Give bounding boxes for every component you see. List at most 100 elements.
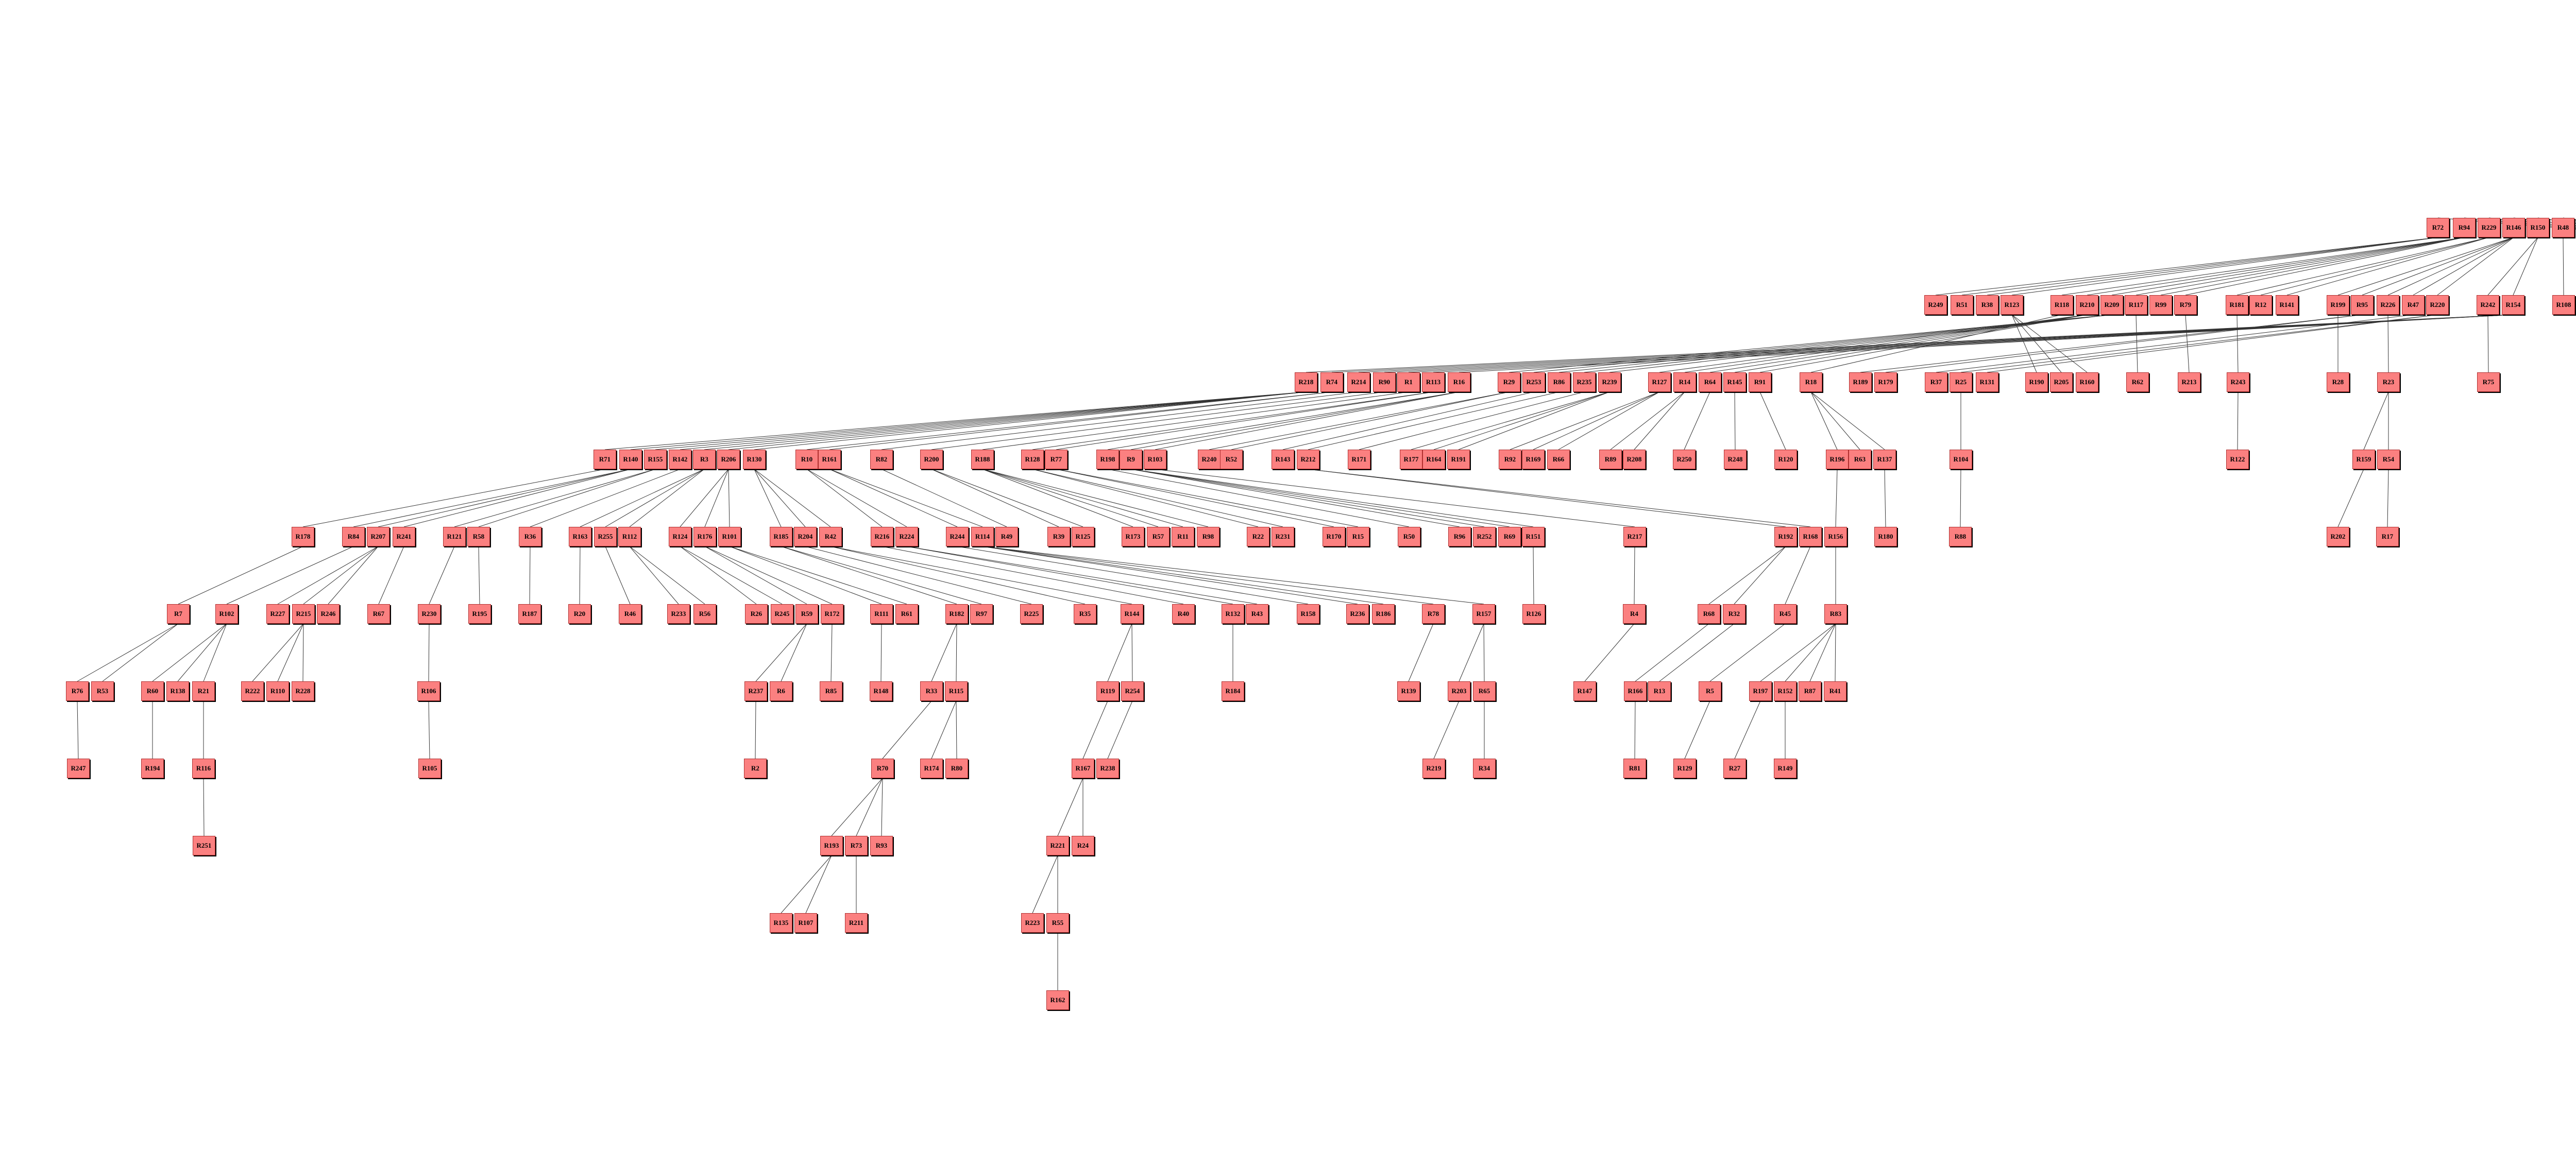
tree-node-R191: R191 [1447, 450, 1470, 469]
edge-R241-R67 [378, 546, 404, 605]
tree-node-R246: R246 [317, 604, 340, 624]
edge-R58-R195 [478, 546, 480, 605]
tree-node-R74: R74 [1320, 372, 1343, 392]
edge-R14-R208 [1634, 391, 1685, 450]
tree-node-R14: R14 [1673, 372, 1696, 392]
edge-R210-R145 [1734, 314, 2088, 373]
edge-R4-R147 [1584, 623, 1635, 682]
tree-node-R231: R231 [1272, 527, 1294, 546]
edge-R7-R53 [102, 623, 179, 682]
edge-R117-R62 [2136, 314, 2138, 373]
tree-node-R220: R220 [2426, 295, 2449, 315]
tree-node-R229: R229 [2478, 218, 2500, 237]
tree-node-R38: R38 [1976, 295, 1998, 315]
tree-node-R252: R252 [1473, 527, 1496, 546]
edge-R95-R189 [1860, 314, 2363, 373]
tree-node-R222: R222 [241, 681, 264, 701]
edge-R94-R118 [2061, 237, 2465, 296]
tree-node-R179: R179 [1874, 372, 1897, 392]
edge-R114-R186 [982, 546, 1384, 605]
tree-node-R61: R61 [895, 604, 918, 624]
tree-node-R160: R160 [2076, 372, 2098, 392]
tree-node-R143: R143 [1272, 450, 1294, 469]
tree-node-R91: R91 [1749, 372, 1771, 392]
edge-R146-R220 [2437, 237, 2514, 296]
edge-R70-R93 [881, 778, 883, 836]
tree-node-R35: R35 [1074, 604, 1096, 624]
edge-R119-R167 [1082, 700, 1108, 759]
edge-R83-R87 [1809, 623, 1836, 682]
tree-node-R166: R166 [1624, 681, 1647, 701]
edge-R121-R230 [429, 546, 455, 605]
tree-node-R181: R181 [2226, 295, 2248, 315]
edge-R128-R22 [1032, 469, 1259, 527]
edge-R144-R119 [1107, 623, 1132, 682]
tree-node-R138: R138 [166, 681, 189, 701]
tree-node-R163: R163 [569, 527, 591, 546]
edge-R29-R240 [1209, 391, 1510, 450]
tree-node-R206: R206 [717, 450, 740, 469]
edge-R70-R73 [856, 778, 883, 836]
edge-R127-R66 [1558, 391, 1660, 450]
edge-R193-R135 [781, 855, 832, 914]
edge-R111-R148 [880, 623, 882, 682]
tree-node-R12: R12 [2249, 295, 2272, 315]
edge-R23-R159 [2363, 391, 2389, 450]
edge-R127-R169 [1533, 391, 1660, 450]
tree-node-R197: R197 [1749, 681, 1772, 701]
tree-node-R39: R39 [1047, 527, 1070, 546]
edge-R94-R209 [2111, 237, 2465, 296]
edge-R16-R103 [1155, 391, 1460, 450]
tree-node-R81: R81 [1623, 759, 1646, 778]
tree-node-R82: R82 [870, 450, 893, 469]
edge-R161-R244 [829, 469, 958, 527]
tree-node-R139: R139 [1397, 681, 1420, 701]
edge-R229-R181 [2236, 237, 2489, 296]
tree-node-R1: R1 [1397, 372, 1420, 392]
edge-R124-R26 [680, 546, 757, 605]
tree-node-R219: R219 [1422, 759, 1445, 778]
tree-node-R157: R157 [1472, 604, 1495, 624]
tree-node-R235: R235 [1573, 372, 1596, 392]
edge-R48-R108 [2563, 237, 2564, 296]
tree-node-R200: R200 [920, 450, 943, 469]
edge-R9-R252 [1130, 469, 1485, 527]
edge-R45-R5 [1709, 623, 1786, 682]
tree-node-R170: R170 [1323, 527, 1345, 546]
tree-node-R93: R93 [870, 836, 893, 855]
tree-node-R172: R172 [821, 604, 843, 624]
edge-R3-R163 [580, 469, 705, 527]
edge-R188-R173 [982, 469, 1133, 527]
tree-node-R112: R112 [618, 527, 641, 546]
tree-node-R98: R98 [1197, 527, 1219, 546]
edge-R146-R95 [2362, 237, 2514, 296]
tree-node-R90: R90 [1373, 372, 1396, 392]
tree-node-R16: R16 [1448, 372, 1470, 392]
tree-node-R49: R49 [995, 527, 1018, 546]
edge-R54-R17 [2387, 469, 2389, 527]
tree-node-R89: R89 [1599, 450, 1622, 469]
edge-R94-R210 [2087, 237, 2465, 296]
tree-node-R29: R29 [1498, 372, 1520, 392]
edge-R103-R217 [1155, 469, 1635, 527]
edge-R29-R52 [1231, 391, 1510, 450]
edge-R182-R33 [931, 623, 957, 682]
edge-R18-R63 [1810, 391, 1860, 450]
tree-node-R15: R15 [1347, 527, 1369, 546]
edge-R5-R129 [1684, 700, 1710, 759]
tree-node-R28: R28 [2327, 372, 2349, 392]
edge-R221-R223 [1032, 855, 1058, 914]
edge-R215-R110 [277, 623, 304, 682]
tree-node-R245: R245 [771, 604, 793, 624]
edge-R83-R197 [1760, 623, 1836, 682]
tree-node-R107: R107 [794, 913, 817, 933]
edge-R146-R226 [2387, 237, 2514, 296]
edge-R128-R231 [1032, 469, 1283, 527]
tree-node-R253: R253 [1522, 372, 1545, 392]
tree-node-R124: R124 [669, 527, 691, 546]
tree-node-R105: R105 [418, 759, 441, 778]
tree-node-R64: R64 [1699, 372, 1721, 392]
edge-R42-R35 [830, 546, 1086, 605]
tree-node-R158: R158 [1297, 604, 1319, 624]
tree-node-R20: R20 [568, 604, 591, 624]
